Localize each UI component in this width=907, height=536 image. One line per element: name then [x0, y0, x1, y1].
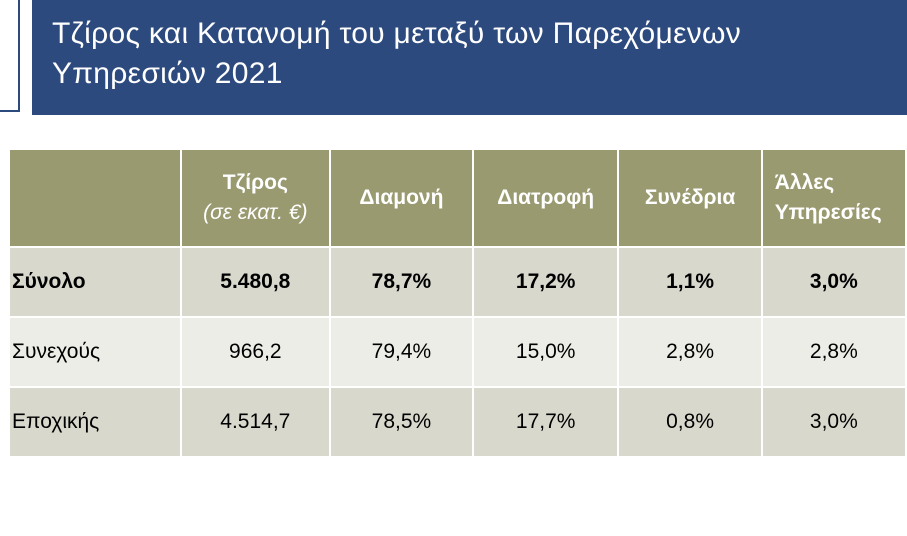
table-cell: 3,0% [760, 246, 907, 318]
table-cell: 966,2 [179, 316, 331, 388]
data-table: Τζίρος (σε εκατ. €) Διαμονή Διατροφή Συνέ… [8, 148, 907, 458]
row-label: Εποχικής [8, 386, 182, 458]
table-cell: 78,5% [328, 386, 474, 458]
title-bar: Τζίρος και Κατανομή του μεταξύ των Παρεχ… [32, 0, 907, 115]
table-cell: 78,7% [328, 246, 474, 318]
table-row: Εποχικής 4.514,7 78,5% 17,7% 0,8% 3,0% [8, 386, 907, 458]
side-box [0, 0, 20, 112]
column-header: Τζίρος [222, 171, 288, 194]
table-cell: 5.480,8 [179, 246, 331, 318]
table-cell: 2,8% [760, 316, 907, 388]
table-cell: 17,2% [471, 246, 620, 318]
header-cell [8, 148, 182, 248]
row-label: Σύνολο [8, 246, 182, 318]
table-cell: 17,7% [471, 386, 620, 458]
row-label: Συνεχούς [8, 316, 182, 388]
table-cell: 79,4% [328, 316, 474, 388]
column-header: Άλλες Υπηρεσίες [760, 148, 907, 248]
table-cell: 1,1% [617, 246, 763, 318]
column-header: Διατροφή [471, 148, 620, 248]
column-header: Συνέδρια [617, 148, 763, 248]
column-header: Διαμονή [328, 148, 474, 248]
table-cell: 3,0% [760, 386, 907, 458]
table-row: Σύνολο 5.480,8 78,7% 17,2% 1,1% 3,0% [8, 246, 907, 318]
table-cell: 0,8% [617, 386, 763, 458]
unit-note: (σε εκατ. €) [203, 201, 308, 224]
table-cell: 15,0% [471, 316, 620, 388]
table-body: Σύνολο 5.480,8 78,7% 17,2% 1,1% 3,0% Συνεχούς 9… [8, 246, 907, 458]
slide-title: Τζίρος και Κατανομή του μεταξύ των Παρεχ… [52, 17, 742, 90]
header-row: Τζίρος (σε εκατ. €) Διαμονή Διατροφή Συνέ… [8, 148, 907, 248]
header-cell: Τζίρος (σε εκατ. €) [179, 148, 331, 248]
table-cell: 4.514,7 [179, 386, 331, 458]
table-cell: 2,8% [617, 316, 763, 388]
table-row: Συνεχούς 966,2 79,4% 15,0% 2,8% 2,8% [8, 316, 907, 388]
